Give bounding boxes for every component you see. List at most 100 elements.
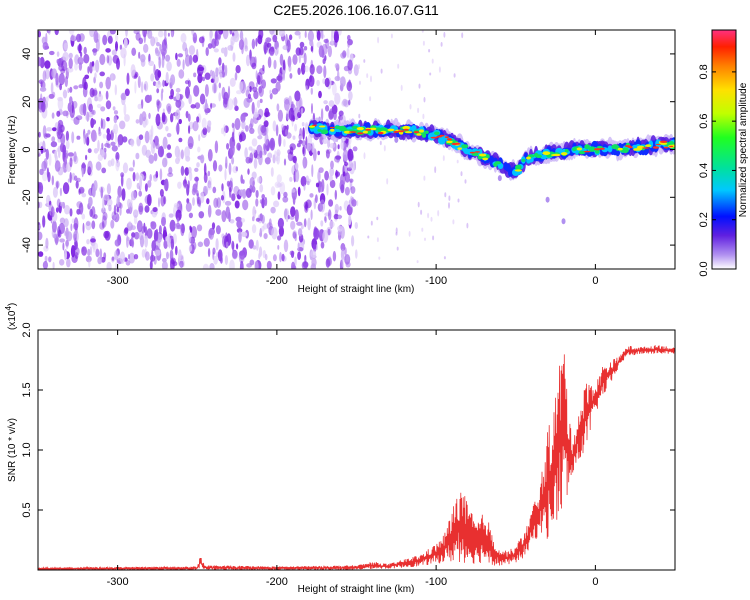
noise-blob <box>239 260 244 269</box>
noise-blob <box>39 86 47 92</box>
noise-blob <box>45 148 49 160</box>
noise-blob <box>163 179 167 190</box>
noise-blob <box>38 30 41 38</box>
noise-blob <box>169 249 174 261</box>
noise-blob <box>216 30 222 40</box>
noise-blob <box>42 125 47 138</box>
noise-blob <box>340 76 346 88</box>
noise-blob <box>420 209 423 215</box>
noise-blob <box>67 87 70 94</box>
noise-blob <box>418 83 421 89</box>
noise-blob <box>99 81 104 89</box>
noise-blob <box>255 239 259 251</box>
noise-blob <box>38 224 41 229</box>
noise-blob <box>306 142 312 152</box>
ridge-blob <box>446 140 453 144</box>
noise-blob <box>429 72 432 76</box>
noise-blob <box>335 169 338 179</box>
ridge-blob <box>403 128 409 131</box>
noise-blob <box>162 136 168 149</box>
noise-blob <box>226 143 230 150</box>
noise-blob <box>329 167 335 177</box>
noise-blob <box>307 217 311 231</box>
noise-blob <box>303 156 306 170</box>
noise-blob <box>286 124 289 130</box>
noise-blob <box>231 156 235 165</box>
noise-blob <box>133 231 140 240</box>
noise-blob <box>177 53 183 58</box>
noise-blob <box>337 30 342 36</box>
noise-blob <box>288 64 292 72</box>
noise-blob <box>340 140 345 150</box>
noise-blob <box>154 249 161 256</box>
noise-blob <box>328 100 335 107</box>
noise-blob <box>423 96 426 103</box>
noise-blob <box>47 214 52 220</box>
noise-blob <box>302 127 305 140</box>
ridge-blob <box>413 131 420 134</box>
noise-blob <box>51 136 56 143</box>
noise-blob <box>149 260 153 269</box>
noise-blob <box>240 218 246 223</box>
noise-blob <box>106 117 110 122</box>
noise-blob <box>328 199 334 207</box>
spectrogram-noise <box>38 30 469 269</box>
ridge-blob <box>617 147 623 151</box>
noise-blob <box>298 46 304 56</box>
noise-blob <box>432 235 435 241</box>
ridge-blob <box>364 128 372 131</box>
noise-blob <box>224 200 232 206</box>
ridge-blob <box>474 151 481 153</box>
ridge-blob <box>561 218 566 225</box>
noise-blob <box>128 221 132 227</box>
noise-blob <box>304 65 309 73</box>
noise-blob <box>443 256 446 260</box>
noise-blob <box>78 43 82 54</box>
noise-blob <box>292 54 298 65</box>
noise-blob <box>204 72 211 80</box>
noise-blob <box>201 37 205 48</box>
noise-blob <box>297 186 301 197</box>
noise-blob <box>273 59 277 70</box>
ridge-blob <box>515 164 522 171</box>
noise-blob <box>241 231 248 237</box>
noise-blob <box>89 30 95 38</box>
noise-blob <box>165 125 169 132</box>
noise-blob <box>417 107 420 113</box>
noise-blob <box>166 61 172 72</box>
noise-blob <box>109 30 116 35</box>
noise-blob <box>130 236 134 247</box>
noise-blob <box>137 103 142 110</box>
noise-blob <box>119 206 122 216</box>
noise-blob <box>253 111 259 118</box>
noise-blob <box>327 228 331 236</box>
noise-blob <box>218 82 221 89</box>
noise-blob <box>229 259 235 269</box>
noise-blob <box>178 249 182 260</box>
noise-blob <box>213 197 219 208</box>
noise-blob <box>254 260 259 269</box>
ridge-blob <box>348 131 357 133</box>
noise-blob <box>115 261 118 269</box>
noise-blob <box>150 73 155 82</box>
noise-blob <box>88 196 93 207</box>
spectrogram-ridge <box>308 117 675 225</box>
noise-blob <box>224 125 229 133</box>
ridge-blob <box>545 196 550 203</box>
noise-blob <box>100 118 103 129</box>
noise-blob <box>248 239 254 249</box>
noise-blob <box>329 221 335 228</box>
noise-blob <box>167 105 172 115</box>
noise-blob <box>334 92 341 105</box>
noise-blob <box>161 261 168 269</box>
noise-blob <box>228 211 231 223</box>
noise-blob <box>106 133 112 141</box>
noise-blob <box>114 132 118 145</box>
noise-blob <box>207 43 213 49</box>
ridge-blob <box>595 149 600 154</box>
noise-blob <box>269 89 272 95</box>
noise-blob <box>150 141 156 155</box>
ridge-blob <box>593 148 601 151</box>
noise-blob <box>92 186 96 198</box>
noise-blob <box>185 110 189 119</box>
